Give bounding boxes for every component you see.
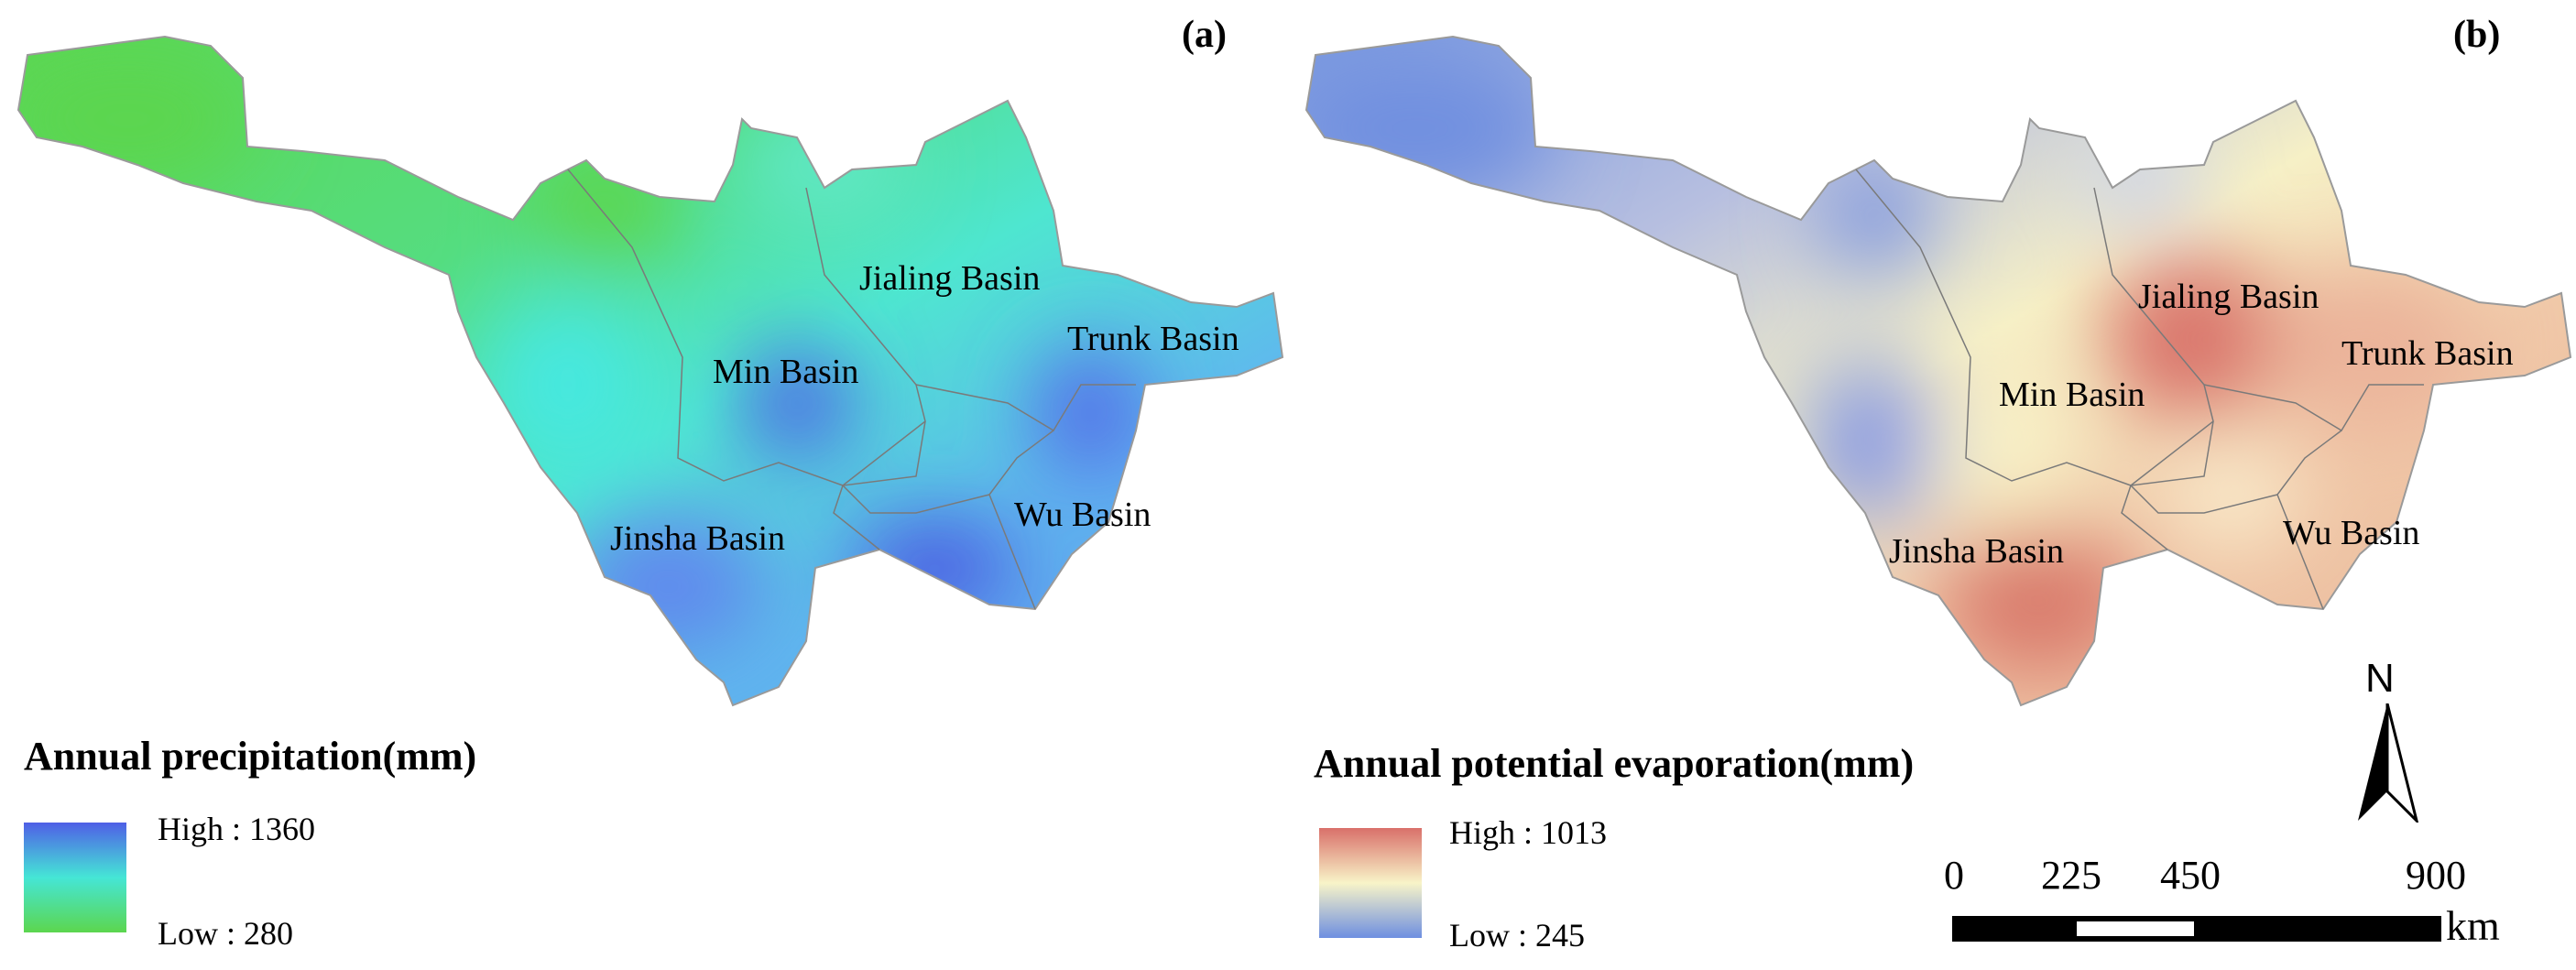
precipitation-legend-title: Annual precipitation(mm) (24, 734, 477, 779)
panel-label-a: (a) (1182, 14, 1227, 56)
basin-label-jialing: Jialing Basin (2138, 278, 2319, 316)
basin-label-min: Min Basin (713, 353, 858, 391)
evaporation-map: Jialing Basin Trunk Basin Min Basin Wu B… (1305, 36, 2571, 706)
evaporation-legend-low: Low : 245 (1449, 917, 1585, 954)
panel-label-b: (b) (2453, 14, 2501, 56)
basin-label-min: Min Basin (1999, 376, 2145, 414)
north-arrow-label: N (2365, 656, 2395, 701)
basin-label-wu: Wu Basin (1014, 496, 1151, 534)
north-arrow-icon (2358, 703, 2419, 823)
evaporation-legend-title: Annual potential evaporation(mm) (1314, 741, 1915, 786)
basin-label-trunk: Trunk Basin (1067, 320, 1239, 358)
basin-label-trunk: Trunk Basin (2341, 334, 2514, 373)
precipitation-legend-high: High : 1360 (158, 811, 316, 847)
scale-tick-900: 900 (2406, 853, 2466, 898)
precipitation-map-panel: Jialing Basin Trunk Basin Min Basin Wu B… (17, 14, 1283, 952)
basin-label-wu: Wu Basin (2283, 514, 2419, 552)
basin-label-jinsha: Jinsha Basin (1889, 532, 2064, 571)
scale-tick-225: 225 (2041, 853, 2101, 898)
precipitation-color-ramp (24, 823, 126, 932)
scale-bar (1952, 916, 2441, 942)
basin-label-jinsha: Jinsha Basin (610, 519, 785, 558)
basin-label-jialing: Jialing Basin (859, 259, 1040, 298)
precipitation-legend-low: Low : 280 (158, 915, 293, 952)
scale-tick-450: 450 (2160, 853, 2221, 898)
scale-unit: km (2446, 902, 2500, 949)
evaporation-legend-high: High : 1013 (1449, 814, 1608, 851)
scale-tick-0: 0 (1944, 853, 1964, 898)
precipitation-map: Jialing Basin Trunk Basin Min Basin Wu B… (17, 36, 1283, 706)
evaporation-color-ramp (1319, 828, 1422, 938)
evaporation-map-panel: Jialing Basin Trunk Basin Min Basin Wu B… (1288, 0, 2576, 970)
